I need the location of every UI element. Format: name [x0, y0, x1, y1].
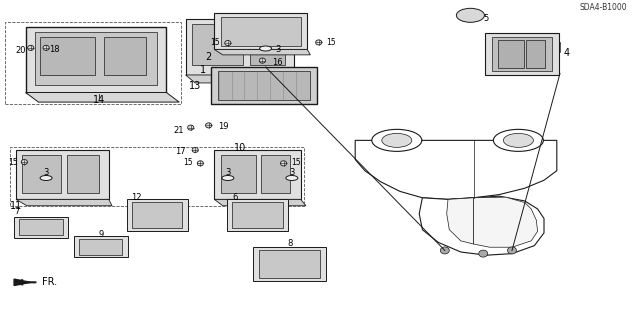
Ellipse shape — [382, 133, 412, 147]
Bar — [214, 13, 307, 49]
Ellipse shape — [197, 161, 204, 166]
Text: 18: 18 — [49, 45, 60, 54]
Bar — [10, 147, 304, 206]
Bar — [221, 155, 256, 193]
Polygon shape — [214, 199, 306, 206]
Bar — [221, 17, 301, 46]
Text: 15: 15 — [291, 158, 301, 167]
Text: 14: 14 — [93, 95, 106, 106]
Bar — [214, 150, 301, 199]
Text: 15: 15 — [326, 38, 336, 47]
Polygon shape — [186, 75, 294, 83]
Bar — [132, 202, 182, 228]
Ellipse shape — [188, 125, 194, 130]
Bar — [253, 247, 326, 281]
Bar — [35, 32, 157, 85]
Text: 6: 6 — [233, 193, 238, 202]
Ellipse shape — [440, 247, 449, 254]
Text: 3: 3 — [289, 168, 294, 177]
Bar — [79, 239, 122, 255]
Text: 9: 9 — [99, 230, 104, 239]
Text: 15: 15 — [184, 158, 193, 167]
Text: 5: 5 — [483, 14, 488, 23]
Text: 2: 2 — [205, 52, 211, 62]
Ellipse shape — [222, 175, 234, 181]
Text: 19: 19 — [218, 122, 228, 130]
Ellipse shape — [40, 175, 52, 181]
Bar — [104, 37, 146, 75]
Ellipse shape — [479, 250, 488, 257]
Bar — [5, 22, 181, 104]
Bar — [526, 40, 545, 68]
Text: 10: 10 — [234, 143, 246, 153]
Bar — [74, 236, 128, 257]
Polygon shape — [214, 49, 310, 55]
Ellipse shape — [260, 46, 271, 51]
Text: FR.: FR. — [42, 277, 57, 287]
Bar — [492, 37, 552, 71]
Bar — [211, 67, 317, 104]
Polygon shape — [419, 196, 544, 255]
Ellipse shape — [192, 147, 198, 152]
Bar — [485, 33, 559, 75]
Ellipse shape — [205, 123, 212, 128]
Bar — [22, 155, 61, 193]
Text: 21: 21 — [174, 126, 184, 135]
Bar — [19, 219, 63, 235]
Text: 4: 4 — [563, 48, 570, 58]
Text: 16: 16 — [272, 58, 283, 67]
Polygon shape — [26, 93, 179, 102]
Ellipse shape — [28, 45, 34, 50]
Bar — [218, 71, 310, 100]
Text: 8: 8 — [287, 239, 292, 248]
Bar — [186, 19, 294, 75]
Text: 15: 15 — [8, 158, 18, 167]
Text: 3: 3 — [44, 168, 49, 177]
Bar — [16, 150, 109, 199]
Ellipse shape — [504, 133, 533, 147]
Ellipse shape — [43, 45, 49, 50]
Ellipse shape — [493, 130, 543, 151]
Text: 7: 7 — [14, 207, 19, 216]
Text: 12: 12 — [131, 193, 141, 202]
Text: 20: 20 — [15, 46, 26, 55]
Ellipse shape — [372, 130, 422, 151]
Text: 17: 17 — [175, 147, 186, 156]
Bar — [227, 199, 288, 231]
Text: SDA4-B1000: SDA4-B1000 — [580, 4, 627, 12]
Text: 3: 3 — [225, 168, 230, 177]
Bar — [498, 40, 524, 68]
Bar — [261, 155, 290, 193]
Ellipse shape — [508, 247, 516, 254]
Polygon shape — [474, 197, 538, 247]
Text: 11: 11 — [10, 201, 22, 211]
Bar — [14, 217, 68, 238]
Ellipse shape — [21, 160, 28, 165]
Ellipse shape — [286, 175, 298, 181]
Bar — [259, 250, 320, 278]
Text: 15: 15 — [210, 38, 220, 47]
Ellipse shape — [456, 8, 484, 22]
Polygon shape — [16, 199, 112, 206]
Text: 1: 1 — [200, 64, 206, 75]
Ellipse shape — [316, 40, 322, 45]
Bar — [40, 37, 95, 75]
Polygon shape — [14, 279, 31, 286]
Text: 3: 3 — [275, 45, 280, 54]
Ellipse shape — [259, 58, 266, 63]
Bar — [127, 199, 188, 231]
Polygon shape — [447, 198, 474, 244]
Bar — [232, 202, 283, 228]
Text: 13: 13 — [189, 81, 201, 91]
Bar — [26, 27, 166, 93]
Bar — [67, 155, 99, 193]
Bar — [250, 24, 285, 65]
Bar — [192, 24, 243, 65]
Polygon shape — [355, 140, 557, 199]
Ellipse shape — [280, 161, 287, 166]
Ellipse shape — [225, 41, 231, 46]
